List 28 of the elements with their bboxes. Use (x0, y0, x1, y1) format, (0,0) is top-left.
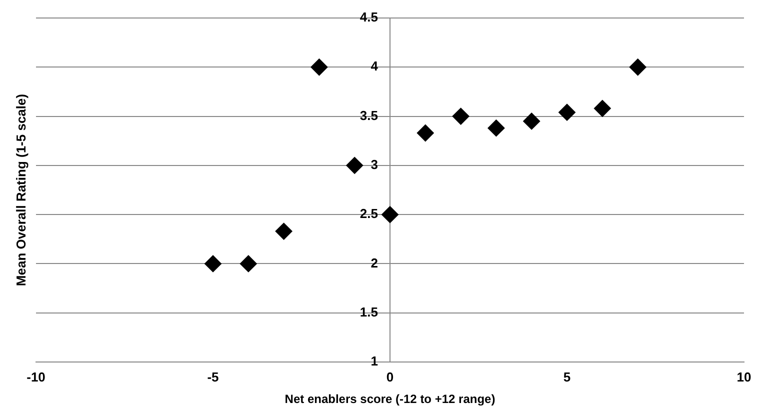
y-tick-label: 3 (370, 157, 378, 172)
y-tick-label: 4 (370, 58, 379, 74)
x-tick-label: 0 (386, 369, 394, 384)
y-tick-label: 1 (370, 354, 378, 369)
y-axis-title: Mean Overall Rating (1-5 scale) (14, 94, 29, 286)
point (594, 100, 611, 117)
point (523, 112, 540, 130)
point (240, 255, 257, 272)
x-tick-label: -10 (26, 369, 46, 384)
point (310, 58, 328, 76)
y-tick-label: 3.5 (360, 108, 378, 123)
x-tick-label: 5 (563, 369, 571, 384)
y-tick-label: 1.5 (360, 304, 378, 320)
y-tick-label: 4.5 (360, 10, 378, 25)
point (629, 58, 646, 76)
point (416, 124, 434, 142)
point (558, 104, 576, 121)
point (275, 222, 292, 240)
x-axis-title: Net enablers score (-12 to +12 range) (284, 392, 496, 406)
point (452, 108, 470, 125)
point (204, 255, 222, 272)
point (488, 120, 505, 137)
point (346, 156, 364, 174)
y-tick-label: 2.5 (360, 206, 378, 222)
x-tick-label: -5 (207, 369, 219, 384)
x-tick-label: 10 (736, 369, 752, 384)
y-tick-label: 2 (370, 255, 378, 270)
point (382, 206, 398, 224)
